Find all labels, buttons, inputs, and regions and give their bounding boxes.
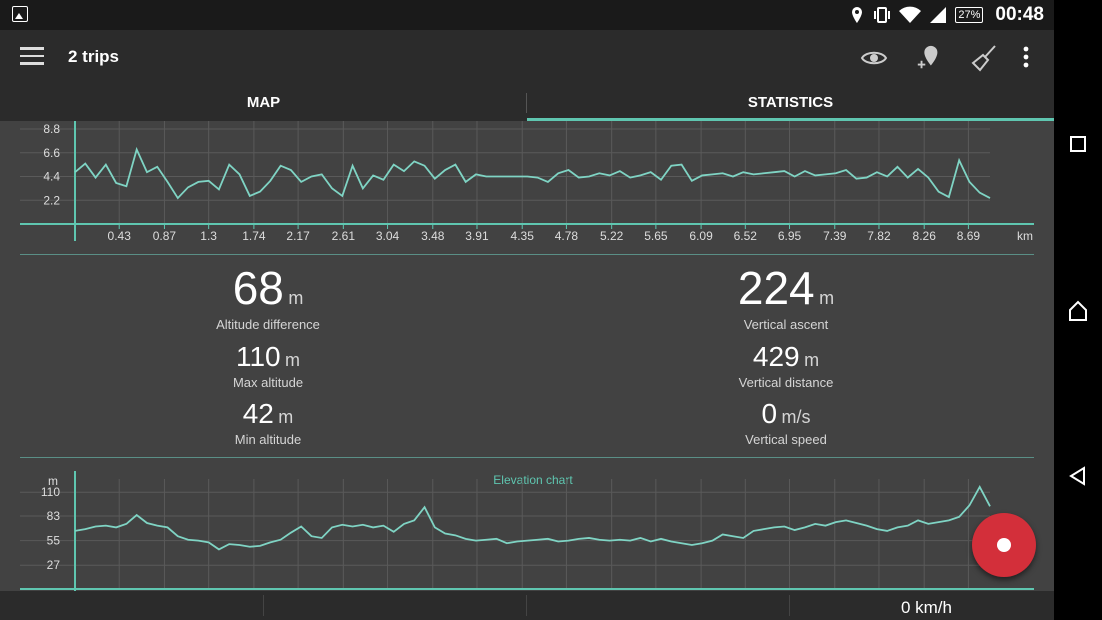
stat-max-altitude: 110 m Max altitude bbox=[118, 341, 418, 390]
x-tick-label: 6.52 bbox=[734, 229, 758, 243]
stat-label: Vertical speed bbox=[745, 432, 827, 447]
divider bbox=[526, 595, 527, 616]
y-tick-label: 27 bbox=[47, 558, 61, 572]
stat-label: Altitude difference bbox=[216, 317, 320, 332]
speed-series-line bbox=[74, 146, 991, 200]
bottom-bar: 0 km/h bbox=[0, 591, 1054, 620]
clock: 00:48 bbox=[995, 4, 1044, 25]
stat-label: Vertical distance bbox=[738, 375, 834, 390]
status-bar: 27% 00:48 bbox=[0, 0, 1054, 30]
stat-unit: m bbox=[285, 350, 301, 370]
page-title: 2 trips bbox=[68, 47, 120, 66]
stat-label: Min altitude bbox=[234, 432, 302, 447]
stat-unit: m bbox=[288, 288, 304, 308]
stat-unit: m bbox=[278, 407, 294, 427]
location-icon bbox=[852, 7, 863, 23]
x-tick-label: 7.39 bbox=[823, 229, 847, 243]
stat-label: Vertical ascent bbox=[743, 317, 829, 332]
x-tick-label: 5.65 bbox=[644, 229, 668, 243]
stat-unit: m bbox=[804, 350, 820, 370]
x-tick-label: 7.82 bbox=[867, 229, 891, 243]
more-icon[interactable] bbox=[1012, 44, 1040, 72]
battery-icon: 27% bbox=[955, 7, 984, 23]
tab-bar: MAP STATISTICS bbox=[0, 86, 1054, 121]
y-tick-label: 83 bbox=[47, 509, 61, 523]
y-tick-label: 2.2 bbox=[43, 193, 60, 207]
record-button[interactable] bbox=[972, 513, 1036, 577]
stat-altitude-difference: 68 m Altitude difference bbox=[118, 261, 418, 332]
x-tick-label: 3.04 bbox=[376, 229, 400, 243]
x-tick-label: 8.69 bbox=[957, 229, 981, 243]
x-tick-label: 2.61 bbox=[332, 229, 356, 243]
x-tick-label: 6.95 bbox=[778, 229, 802, 243]
tab-indicator bbox=[527, 118, 1054, 121]
x-tick-label: 6.09 bbox=[689, 229, 713, 243]
back-icon[interactable] bbox=[1068, 466, 1088, 486]
x-tick-label: 5.22 bbox=[600, 229, 624, 243]
divider bbox=[20, 457, 1034, 458]
statistics-content[interactable]: 8.8 6.6 4.4 2.2 0.43 0.87 1.3 1.74 2.17 2.61 3.04… bbox=[0, 121, 1054, 591]
stat-label: Max altitude bbox=[232, 375, 304, 390]
tab-statistics[interactable]: STATISTICS bbox=[747, 94, 834, 111]
image-icon bbox=[12, 6, 28, 22]
stat-value: 429 bbox=[752, 341, 800, 372]
elevation-series-line bbox=[74, 485, 991, 551]
stat-value: 68 bbox=[232, 262, 284, 314]
x-tick-label: 3.48 bbox=[421, 229, 445, 243]
menu-icon[interactable] bbox=[20, 47, 44, 67]
divider bbox=[789, 595, 790, 616]
x-tick-label: 1.74 bbox=[242, 229, 266, 243]
stat-value: 0 bbox=[761, 398, 778, 429]
x-tick-label: 8.26 bbox=[913, 229, 937, 243]
x-tick-label: 4.78 bbox=[555, 229, 579, 243]
eye-icon[interactable] bbox=[860, 44, 888, 72]
status-icons: 27% 00:48 bbox=[849, 4, 1044, 26]
home-icon[interactable] bbox=[1068, 300, 1088, 322]
x-tick-label: 3.91 bbox=[465, 229, 489, 243]
signal-icon bbox=[930, 7, 947, 23]
record-icon bbox=[997, 538, 1011, 552]
y-tick-label: 110 bbox=[41, 485, 60, 499]
system-nav-bar bbox=[1054, 0, 1102, 620]
x-tick-label: 1.3 bbox=[200, 229, 217, 243]
x-tick-label: 2.17 bbox=[286, 229, 310, 243]
y-tick-label: 4.4 bbox=[43, 170, 60, 184]
stat-value: 224 bbox=[737, 262, 815, 314]
x-tick-label: 0.87 bbox=[153, 229, 177, 243]
app-bar: 2 trips bbox=[0, 30, 1054, 86]
x-tick-label: 4.35 bbox=[511, 229, 535, 243]
stat-value: 110 bbox=[235, 341, 281, 372]
stat-unit: m bbox=[819, 288, 835, 308]
speed-chart: 8.8 6.6 4.4 2.2 0.43 0.87 1.3 1.74 2.17 2.61 3.04… bbox=[20, 121, 1034, 243]
stat-value: 42 bbox=[242, 398, 274, 429]
stat-vertical-distance: 429 m Vertical distance bbox=[636, 341, 936, 390]
tab-map[interactable]: MAP bbox=[246, 94, 281, 111]
y-tick-label: 6.6 bbox=[43, 146, 60, 160]
stat-unit: m/s bbox=[781, 407, 811, 427]
wifi-icon bbox=[899, 6, 922, 23]
y-tick-label: 55 bbox=[47, 534, 61, 548]
stat-min-altitude: 42 m Min altitude bbox=[118, 398, 418, 447]
current-speed: 0 km/h bbox=[900, 598, 952, 617]
stat-vertical-ascent: 224 m Vertical ascent bbox=[636, 261, 936, 332]
x-unit-label: km bbox=[1017, 229, 1033, 243]
divider bbox=[20, 254, 1034, 255]
add-marker-icon[interactable] bbox=[914, 44, 944, 72]
elevation-chart: Elevation chart m 110 83 55 27 bbox=[20, 471, 1034, 591]
x-tick-label: 0.43 bbox=[108, 229, 132, 243]
tab-divider bbox=[526, 93, 527, 113]
broom-icon[interactable] bbox=[970, 44, 998, 72]
stat-vertical-speed: 0 m/s Vertical speed bbox=[636, 398, 936, 447]
recents-icon[interactable] bbox=[1068, 134, 1088, 154]
chart-title: Elevation chart bbox=[493, 473, 573, 487]
divider bbox=[263, 595, 264, 616]
y-tick-label: 8.8 bbox=[43, 122, 60, 136]
y-unit-label: m bbox=[48, 474, 58, 488]
vibrate-icon bbox=[874, 7, 891, 23]
